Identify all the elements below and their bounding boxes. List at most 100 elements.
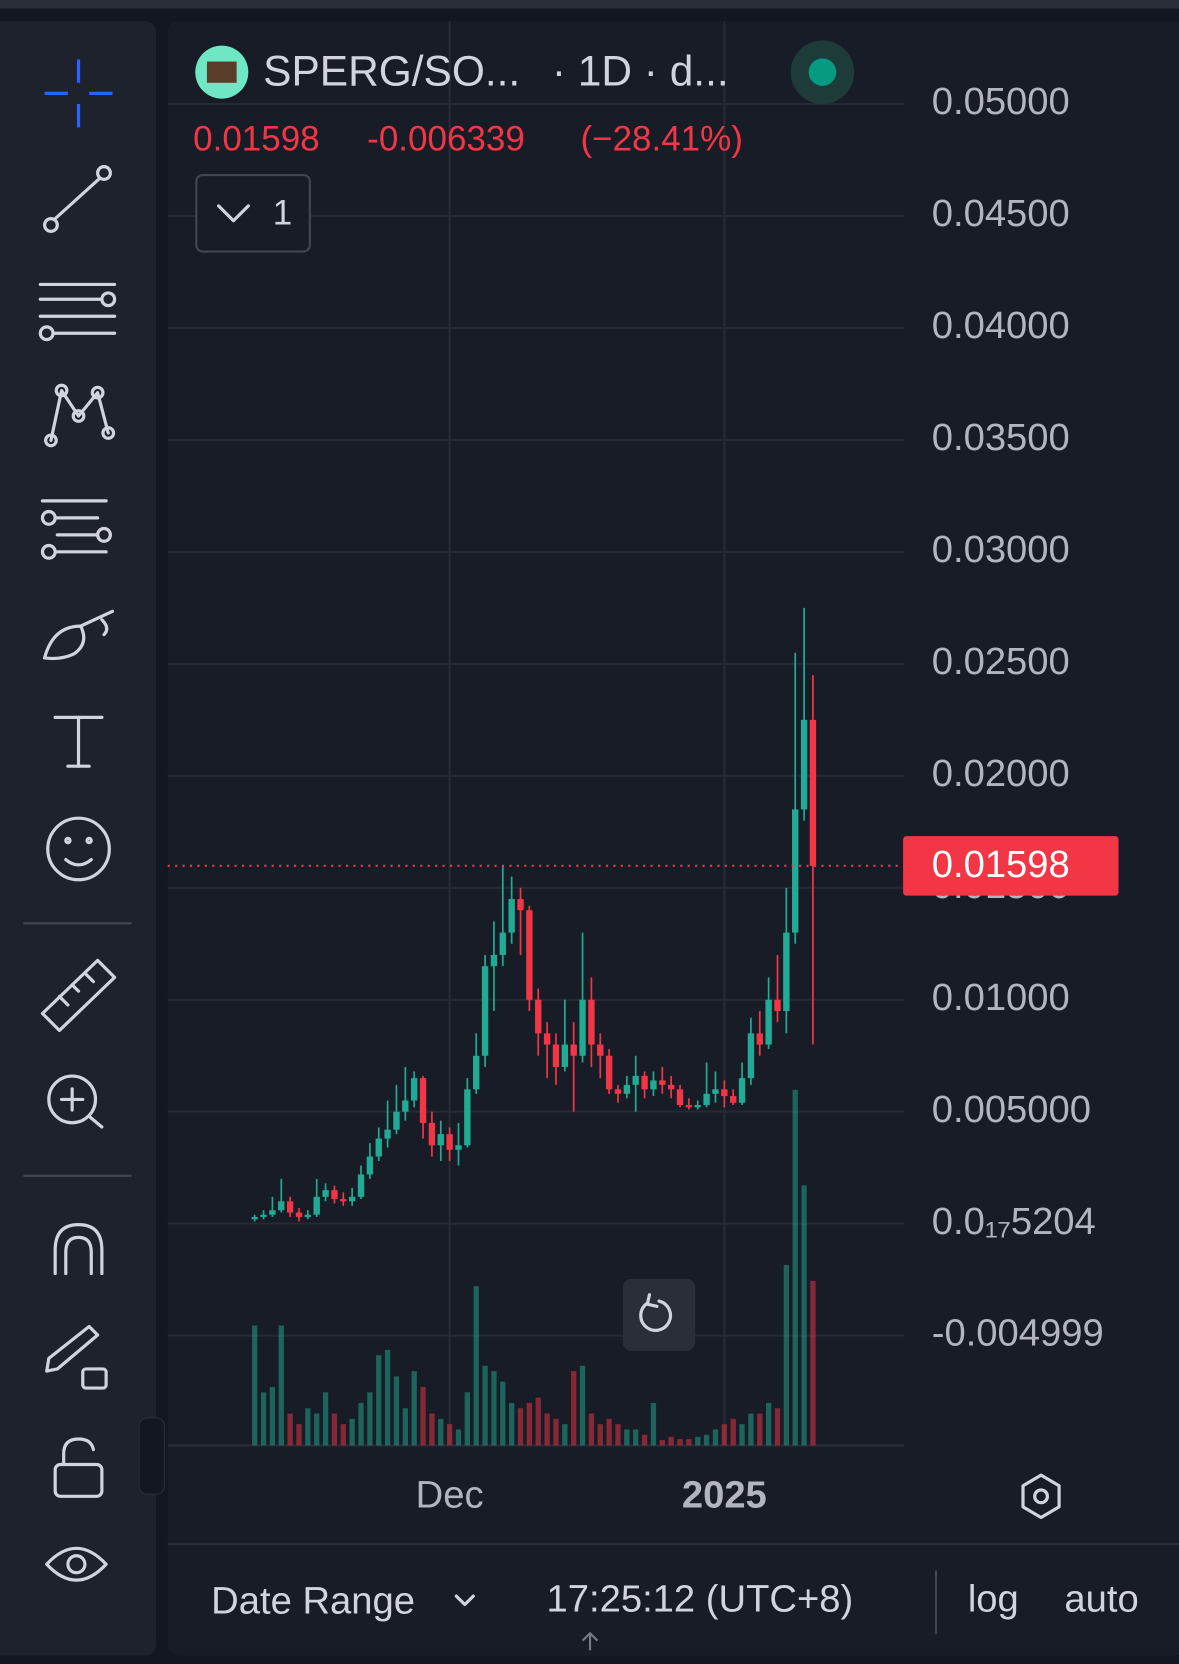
volume-bar	[588, 1413, 595, 1446]
chart-panel	[167, 21, 1179, 1656]
volume-bar	[278, 1325, 284, 1446]
volume-bar	[553, 1418, 559, 1446]
volume-bar	[260, 1392, 267, 1446]
candle-body	[570, 1044, 577, 1056]
ruler-tool[interactable]	[40, 958, 117, 1033]
emoji-tool[interactable]	[46, 816, 111, 882]
reset-button[interactable]	[622, 1278, 696, 1351]
date-range[interactable]: Date Range	[211, 1580, 415, 1623]
auto-toggle[interactable]: auto	[1064, 1577, 1138, 1620]
candle-body	[738, 1078, 746, 1103]
candle-body	[685, 1105, 693, 1108]
footer: Date Range 17:25:12 (UTC+8) log auto	[211, 1570, 1139, 1651]
candle-body	[473, 1055, 480, 1090]
plot-area: 0.05000 0.04500 0.04000 0.03500 0.03000 0.025…	[167, 21, 1119, 1516]
visibility-tool[interactable]	[45, 1546, 108, 1582]
candle-body	[357, 1174, 365, 1197]
volume-bar	[686, 1439, 692, 1446]
pattern-tool[interactable]	[44, 383, 116, 448]
interval[interactable]: · 1D · d...	[552, 48, 729, 95]
volume-bar	[314, 1413, 320, 1446]
candle-body	[393, 1111, 400, 1130]
volume-bar	[491, 1371, 497, 1446]
candle-body	[667, 1084, 675, 1090]
volume-bar	[473, 1286, 479, 1446]
candle-body	[251, 1216, 258, 1220]
x-tick-label: 2025	[682, 1473, 767, 1516]
reset-icon	[639, 1293, 673, 1332]
volume-bar	[695, 1436, 701, 1446]
candle-body	[375, 1138, 382, 1157]
volume-bar	[322, 1392, 329, 1446]
volume-bar	[509, 1402, 515, 1446]
candle-body	[641, 1075, 648, 1090]
price: 0.01598	[193, 119, 320, 158]
candle-body	[623, 1084, 631, 1094]
candle-body	[552, 1044, 560, 1067]
volume-bar	[411, 1371, 417, 1446]
volume-bar	[597, 1424, 603, 1446]
volume-bar	[438, 1418, 444, 1446]
volume-bar	[367, 1392, 373, 1446]
text-tool[interactable]	[53, 715, 104, 768]
last-price-tag	[903, 836, 1119, 896]
settings-button[interactable]	[1021, 1473, 1061, 1520]
last-price-label: 0.01598	[932, 843, 1070, 886]
candle-body	[605, 1055, 613, 1090]
volume-bar	[384, 1349, 391, 1446]
indicator-toggle[interactable]	[195, 174, 311, 253]
candle-body	[384, 1129, 391, 1139]
log-toggle[interactable]: log	[968, 1577, 1019, 1620]
lines-tool[interactable]	[38, 282, 117, 342]
collapse-handle[interactable]	[138, 1417, 166, 1495]
volume-bar	[748, 1413, 754, 1446]
volume-bar	[703, 1434, 710, 1446]
candle-body	[260, 1214, 267, 1217]
volume-bar	[810, 1280, 816, 1446]
toolbar-icons[interactable]	[23, 59, 132, 1582]
volume-bar	[677, 1439, 683, 1446]
candle-body	[579, 999, 586, 1056]
candle-body	[597, 1044, 604, 1056]
volume-bar	[269, 1387, 276, 1446]
volume-bar	[801, 1185, 807, 1446]
volume-bar	[544, 1413, 550, 1446]
volume-bar	[393, 1376, 400, 1446]
candle-body	[561, 1044, 569, 1067]
lock-draw-tool[interactable]	[45, 1324, 108, 1390]
change: -0.006339	[367, 119, 525, 158]
candle-body	[809, 719, 817, 866]
volume-bar	[774, 1408, 781, 1446]
chevron	[454, 1594, 475, 1607]
y-tick-label: 0.0₁₇5204	[932, 1200, 1096, 1243]
candle-body	[402, 1100, 409, 1112]
volume-bar	[402, 1408, 408, 1446]
crosshair-tool[interactable]	[44, 59, 113, 128]
candle-body	[508, 899, 515, 933]
candle-body	[455, 1145, 462, 1150]
candle-body	[269, 1210, 276, 1215]
volume-bar	[571, 1371, 577, 1446]
candle-body	[340, 1199, 347, 1202]
zoom-tool[interactable]	[47, 1074, 104, 1129]
volume-bar	[650, 1402, 657, 1446]
volume-bar	[296, 1424, 302, 1446]
forecast-tool[interactable]	[40, 499, 112, 560]
volume-bar	[331, 1413, 338, 1446]
trendline-tool[interactable]	[42, 165, 112, 233]
clock[interactable]: 17:25:12 (UTC+8)	[547, 1577, 854, 1620]
candle-body	[614, 1089, 622, 1094]
magnet-tool[interactable]	[53, 1223, 104, 1276]
volume-bar	[252, 1325, 258, 1446]
candle-body	[278, 1201, 285, 1211]
volume-bar	[340, 1424, 346, 1446]
lock-tool[interactable]	[53, 1437, 104, 1498]
chevron	[217, 204, 250, 223]
brush-tool[interactable]	[42, 609, 115, 661]
candle-body	[721, 1089, 728, 1097]
handle-arrow	[581, 1631, 599, 1651]
symbol[interactable]: SPERG/SO...	[263, 48, 520, 95]
volume-bar	[446, 1424, 453, 1446]
